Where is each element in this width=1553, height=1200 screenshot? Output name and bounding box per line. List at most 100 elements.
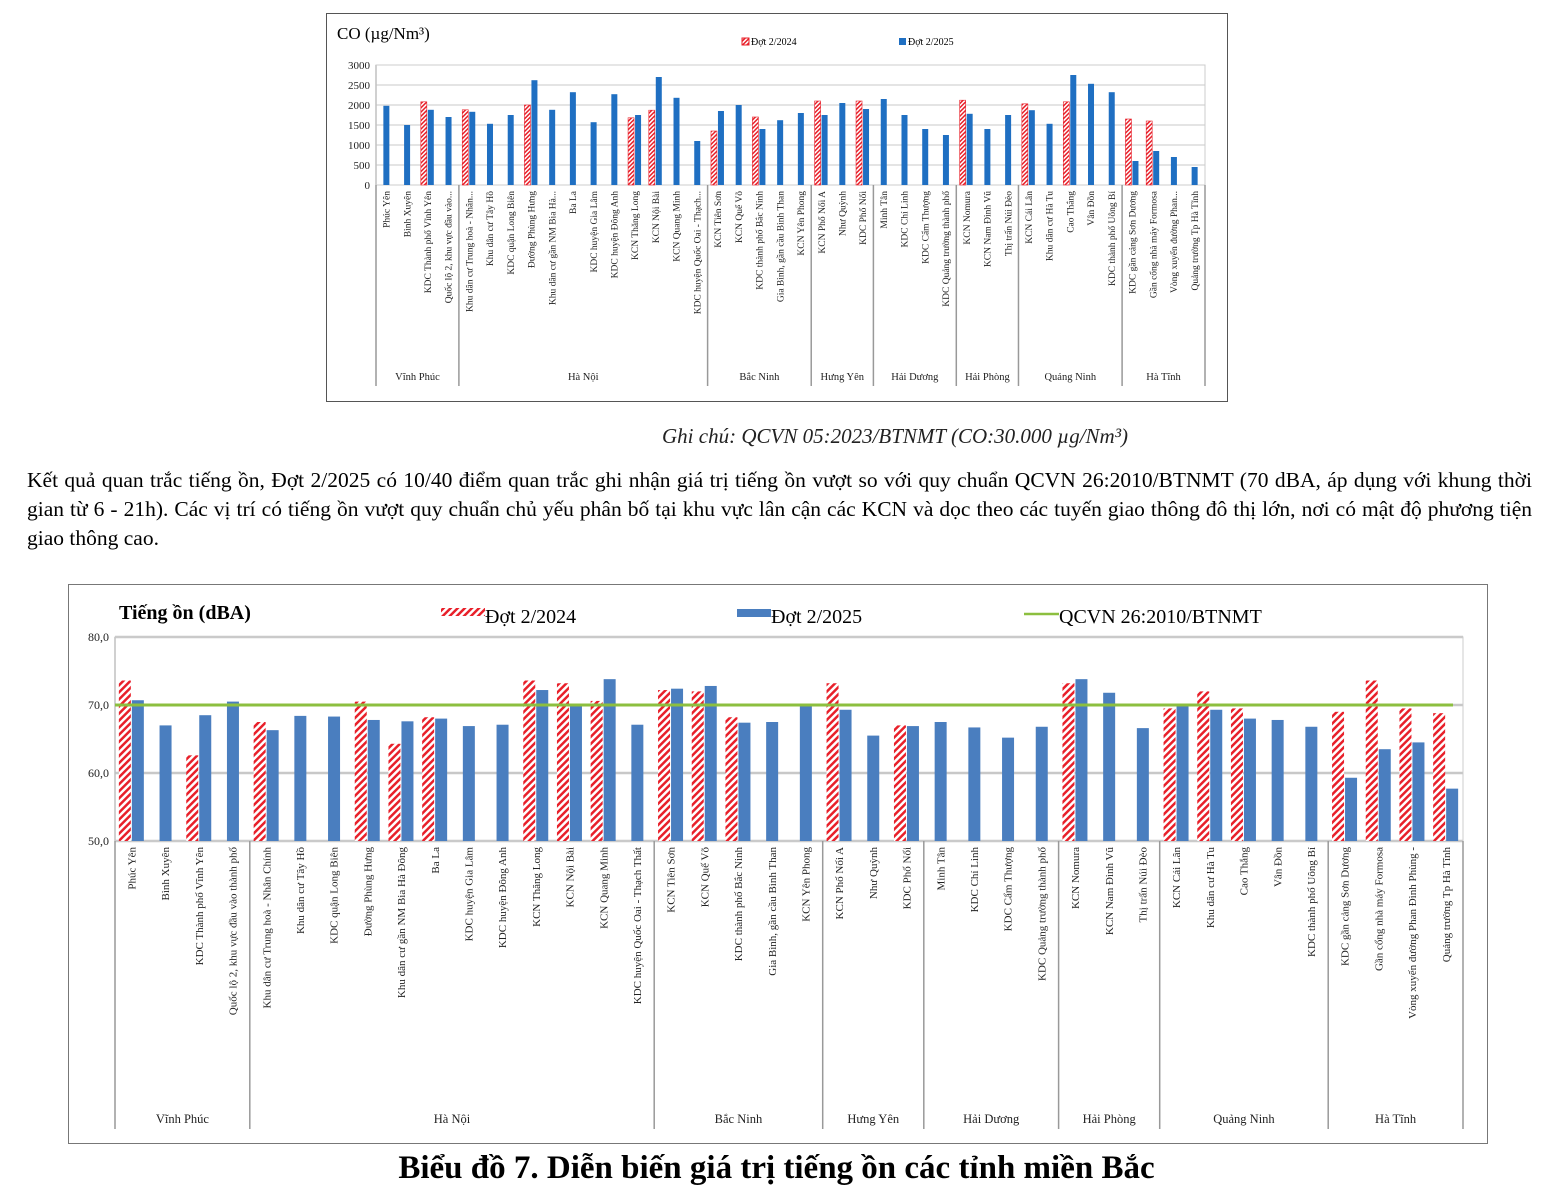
bar-2025 xyxy=(631,724,644,841)
bar-2025 xyxy=(777,120,784,185)
x-category-label: KDC thành phố Uông Bí xyxy=(1306,847,1318,957)
bar-2025 xyxy=(404,125,411,185)
x-category-label: Khu dân cư gần NM Bia Hà... xyxy=(547,191,558,305)
bar-2024 xyxy=(1125,118,1132,186)
plot-area xyxy=(375,64,1206,186)
plot-area xyxy=(114,636,1464,842)
x-category-label: KDC Quảng trường thành phố xyxy=(1036,847,1048,981)
x-category-label: Quốc lộ 2, khu vực đầu vào thành phố xyxy=(228,847,240,1016)
x-category-label: KCN Thăng Long xyxy=(531,847,543,927)
bar-2025 xyxy=(1345,777,1358,841)
bar-2024 xyxy=(388,743,401,841)
x-category-label: KCN Nội Bài xyxy=(565,847,577,908)
bar-2025 xyxy=(942,135,949,185)
x-category-label: KDC thành phố Bắc Ninh xyxy=(733,847,745,962)
y-tick-label: 70,0 xyxy=(88,698,109,712)
x-category-label: KCN Nomura xyxy=(963,190,973,244)
bar-2025 xyxy=(569,92,576,185)
group-label: Hưng Yên xyxy=(821,372,865,383)
y-tick-label: 1000 xyxy=(348,140,371,152)
x-category-label: Minh Tân xyxy=(935,847,947,891)
bar-2024 xyxy=(461,109,469,186)
x-category-label: Cao Thắng xyxy=(1065,191,1076,233)
x-category-label: KCN Nam Đình Vũ xyxy=(1104,847,1116,936)
x-category-label: KDC Thành phố Vĩnh Yên xyxy=(423,191,434,293)
noise-results-paragraph: Kết quả quan trắc tiếng ồn, Đợt 2/2025 c… xyxy=(27,468,1532,550)
x-category-label: KCN Quế Võ xyxy=(734,191,745,243)
group-label: Hưng Yên xyxy=(847,1112,900,1126)
bar-2024 xyxy=(1399,708,1412,841)
x-category-label: Khu dân cư gần NM Bia Hà Đông xyxy=(396,847,408,999)
bar-2025 xyxy=(1210,709,1223,841)
x-category-label: KDC Cẩm Thượng xyxy=(920,191,931,264)
bar-2024 xyxy=(523,680,536,841)
bar-2025 xyxy=(427,109,434,185)
x-category-label: Bình Xuyên xyxy=(160,847,172,901)
x-category-label: KDC thành phố Bắc Ninh xyxy=(755,191,766,290)
bar-2025 xyxy=(1035,726,1048,841)
bar-2025 xyxy=(966,113,973,185)
bar-2025 xyxy=(1170,157,1177,185)
bar-2025 xyxy=(922,129,929,185)
x-category-label: Như Quỳnh xyxy=(868,847,880,900)
legend-label-2024: Đợt 2/2024 xyxy=(751,37,797,48)
bar-2024 xyxy=(1365,680,1378,841)
x-category-label: KDC huyện Đông Anh xyxy=(497,847,509,949)
bar-2024 xyxy=(118,680,131,841)
bar-2025 xyxy=(1070,75,1077,185)
x-category-label: KCN Cái Lân xyxy=(1171,847,1183,909)
bar-2025 xyxy=(445,117,452,185)
bar-2024 xyxy=(1163,708,1176,841)
x-category-label: Bình Xuyên xyxy=(403,191,413,237)
bar-2024 xyxy=(253,722,266,841)
bar-2025 xyxy=(863,109,870,185)
group-label: Hải Dương xyxy=(891,372,939,383)
group-label: Vĩnh Phúc xyxy=(395,372,440,383)
y-tick-label: 1500 xyxy=(348,120,371,132)
bar-2025 xyxy=(704,685,717,841)
noise-chart-svg: Tiếng ồn (dBA) 50,0 60,0 70,0 80,0 Phúc Yên Bì… xyxy=(88,602,1464,1129)
co-chart-note: Ghi chú: QCVN 05:2023/BTNMT (CO:30.000 µ… xyxy=(662,424,1129,448)
bar-2025 xyxy=(549,109,556,185)
legend-label-2025: Đợt 2/2025 xyxy=(908,37,954,48)
bar-2025 xyxy=(735,105,742,185)
bar-2025 xyxy=(1002,737,1015,841)
co-chart-svg: CO (µg/Nm³) 0 500 1000 1500 2000 2500 3000 Phúc … xyxy=(337,24,1206,386)
x-category-label: Phúc Yên xyxy=(383,191,393,228)
x-category-label: KCN Phố Nối A xyxy=(834,847,846,919)
y-tick-label: 60,0 xyxy=(88,766,109,780)
x-category-label: Đường Phùng Hưng xyxy=(362,847,374,937)
bar-2024 xyxy=(556,683,569,841)
legend-label-2025: Đợt 2/2025 xyxy=(771,606,862,628)
x-category-label: Quảng trường Tp Hà Tĩnh xyxy=(1191,191,1201,291)
bar-2025 xyxy=(611,94,618,185)
group-label: Hải Dương xyxy=(963,1112,1020,1126)
group-label: Bắc Ninh xyxy=(715,1112,763,1126)
x-category-label: KCN Tiên Sơn xyxy=(714,191,724,248)
bar-2025 xyxy=(1005,115,1012,185)
bar-2024 xyxy=(422,717,435,841)
x-category-label: Minh Tân xyxy=(880,191,890,229)
bar-2025 xyxy=(738,722,751,841)
x-category-label: Khu dân cư Trung hoà - Nhân... xyxy=(465,191,475,312)
bar-2025 xyxy=(199,715,212,841)
bar-2025 xyxy=(507,115,514,185)
legend-swatch-2025 xyxy=(899,38,906,45)
x-category-label: Khu dân cư Trung hoà - Nhân Chính xyxy=(261,847,273,1009)
x-category-label: KDC Thành phố Vĩnh Yên xyxy=(194,847,206,966)
x-category-label: KCN Cái Lân xyxy=(1025,191,1035,244)
y-tick-label: 500 xyxy=(354,160,371,172)
group-label: Hà Tĩnh xyxy=(1146,372,1181,383)
x-category-label: KDC huyện Gia Lâm xyxy=(590,190,600,272)
group-label: Quảng Ninh xyxy=(1213,1112,1275,1126)
bar-2025 xyxy=(984,129,991,185)
bar-2025 xyxy=(531,80,538,185)
x-category-label: Như Quỳnh xyxy=(838,191,848,236)
bar-2025 xyxy=(671,688,684,841)
x-category-label: KDC quận Long Biên xyxy=(507,191,517,275)
bar-2025 xyxy=(536,690,549,841)
x-category-label: KDC thành phố Uông Bí xyxy=(1107,191,1118,286)
bar-2025 xyxy=(1088,83,1095,185)
legend-swatch-2024 xyxy=(741,37,750,46)
bar-2024 xyxy=(354,701,367,841)
